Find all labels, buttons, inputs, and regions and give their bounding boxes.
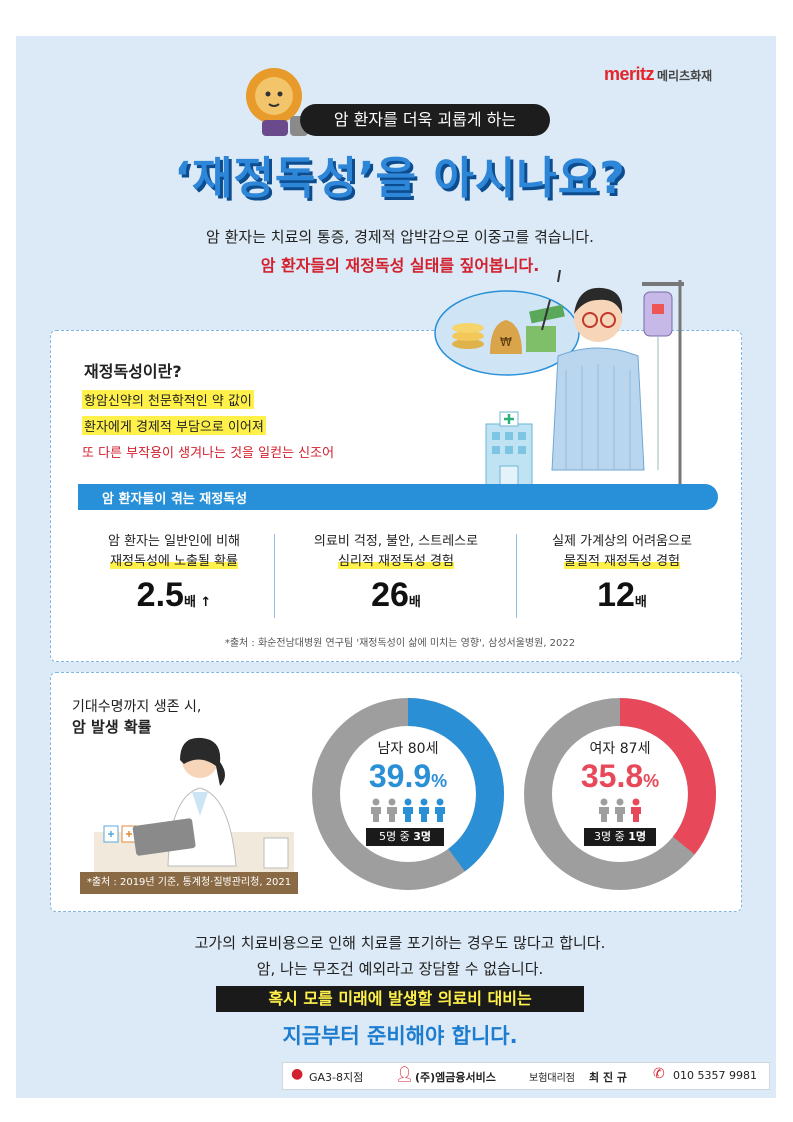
- page-title: ‘재정독성’을 아시나요?: [174, 153, 626, 204]
- section-band-label: 암 환자들이 겪는 재정독성: [102, 492, 248, 507]
- location-pin-icon: ●: [291, 1066, 304, 1082]
- agent-name: 최 진 규: [589, 1071, 628, 1084]
- phone-icon: ✆: [653, 1066, 665, 1082]
- callout-bar: 혹시 모를 미래에 발생할 의료비 대비는: [216, 986, 584, 1012]
- divider: [516, 534, 517, 618]
- agency-type: 보험대리점: [529, 1073, 575, 1084]
- stat-line-2: 재정독성에 노출될 확률: [110, 554, 238, 569]
- doctor-illustration: [94, 737, 294, 874]
- stat-line-2: 물질적 재정독성 경험: [564, 554, 680, 569]
- male-person-icon: [403, 798, 413, 822]
- male-person-icon: [419, 798, 429, 822]
- male-ratio: 5명 중 3명: [366, 828, 444, 846]
- stat-exposure: 암 환자는 일반인에 비해 재정독성에 노출될 확률: [74, 532, 274, 572]
- branch-name: GA3-8지점: [309, 1071, 364, 1084]
- brand-name-ko: 메리츠화재: [657, 69, 713, 83]
- male-person-icon: [435, 798, 445, 822]
- female-person-icon: [631, 798, 641, 822]
- probability-title-line-1: 기대수명까지 생존 시,: [72, 699, 202, 715]
- male-value-segment: [312, 698, 504, 890]
- definition-line-2: 환자에게 경제적 부담으로 이어져: [82, 416, 266, 435]
- donut-chart-male: [312, 698, 504, 890]
- male-label: 남자 80세: [377, 741, 439, 757]
- male-person-icon: [387, 798, 397, 822]
- stat-value: 12배: [597, 576, 647, 614]
- headline-pill: 암 환자를 더욱 괴롭게 하는: [300, 104, 550, 136]
- definition-title: 재정독성이란?: [84, 362, 182, 381]
- subtitle: 암 환자는 치료의 통증, 경제적 압박감으로 이중고를 겪습니다.: [206, 228, 594, 246]
- stat-value: 26배: [371, 576, 421, 614]
- final-message: 지금부터 준비해야 합니다.: [282, 1024, 518, 1048]
- brand-logo: meritz 메리츠화재: [604, 64, 712, 85]
- divider: [274, 534, 275, 618]
- brand-name-en: meritz: [604, 64, 655, 84]
- person-icon: 👤︎: [395, 1065, 415, 1083]
- money-thought-bubble: ₩: [434, 290, 580, 376]
- stat-line-1: 의료비 걱정, 불안, 스트레스로: [313, 534, 479, 549]
- stat-line-1: 실제 가계상의 어려움으로: [552, 534, 692, 549]
- female-people-icons: [542, 798, 698, 826]
- patient-illustration: [541, 270, 684, 500]
- phone-number: 010 5357 9981: [673, 1069, 757, 1082]
- closing-text-1: 고가의 치료비용으로 인해 치료를 포기하는 경우도 많다고 합니다.: [194, 934, 606, 952]
- stat-line-1: 암 환자는 일반인에 비해: [108, 534, 240, 549]
- svg-text:₩: ₩: [500, 335, 512, 349]
- stat-line-2: 심리적 재정독성 경험: [338, 554, 454, 569]
- section-band: 암 환자들이 겪는 재정독성: [78, 484, 718, 510]
- source-note: *출처 : 화순전남대병원 연구팀 '재정독성이 삶에 미치는 영향', 삼성서…: [224, 638, 576, 649]
- female-value-segment: [524, 698, 716, 890]
- male-value: 39.9%: [368, 758, 448, 794]
- donut-chart-female: [524, 698, 716, 890]
- stat-material: 실제 가계상의 어려움으로 물질적 재정독성 경험: [522, 532, 722, 572]
- agent-footer: ● GA3-8지점 👤︎ (주)엠금융서비스 보험대리점 최 진 규 ✆ 010…: [282, 1062, 770, 1090]
- female-person-icon: [599, 798, 609, 822]
- hospital-building-illustration: [485, 411, 533, 487]
- closing-text-2: 암, 나는 무조건 예외라고 장담할 수 없습니다.: [256, 960, 544, 978]
- probability-title-line-2: 암 발생 확률: [72, 718, 152, 736]
- probability-source-note: *출처 : 2019년 기준, 통계청·질병관리청, 2021: [80, 872, 298, 894]
- male-people-icons: [330, 798, 486, 826]
- company-name: (주)엠금융서비스: [415, 1071, 496, 1084]
- female-value: 35.8%: [580, 758, 660, 794]
- subtitle-highlight: 암 환자들의 재정독성 실태를 짚어봅니다.: [260, 256, 540, 275]
- female-person-icon: [615, 798, 625, 822]
- male-person-icon: [371, 798, 381, 822]
- stat-value: 2.5배 ↑: [136, 576, 212, 614]
- stat-psychological: 의료비 걱정, 불안, 스트레스로 심리적 재정독성 경험: [296, 532, 496, 572]
- definition-line-3: 또 다른 부작용이 생겨나는 것을 일컫는 신조어: [82, 446, 335, 461]
- female-ratio: 3명 중 1명: [584, 828, 656, 846]
- definition-line-1: 항암신약의 천문학적인 약 값이: [82, 390, 254, 409]
- female-label: 여자 87세: [589, 741, 651, 757]
